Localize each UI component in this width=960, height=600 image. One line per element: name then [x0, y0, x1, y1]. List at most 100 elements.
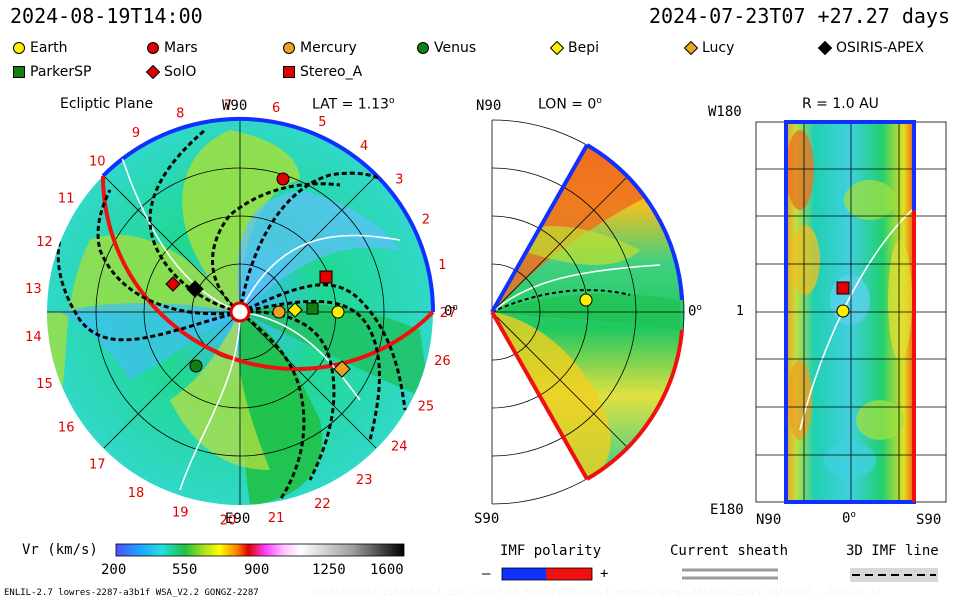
- carrington-number: 11: [58, 192, 75, 207]
- imf-plus: +: [600, 566, 609, 582]
- legend-label: Venus: [434, 40, 477, 56]
- carrington-number: 20: [220, 514, 237, 529]
- carrington-number: 9: [132, 126, 140, 141]
- osiris-apex-marker: [186, 280, 204, 298]
- meridional-title: LON = 0o: [538, 96, 602, 113]
- legend-item-solo: SolO: [146, 64, 196, 80]
- ecliptic-top-label: W90: [222, 98, 248, 114]
- carrington-number: 6: [272, 101, 280, 116]
- imf-polarity-title: IMF polarity: [500, 543, 602, 559]
- meridional-right-degree: o: [696, 303, 702, 313]
- legend-item-venus: Venus: [416, 40, 476, 56]
- meridional-bottom-label: S90: [474, 511, 500, 527]
- carrington-number: 25: [418, 399, 435, 414]
- carrington-number: 8: [176, 107, 184, 122]
- diamond-icon: [550, 41, 564, 55]
- ecliptic-right-value: 0: [444, 303, 453, 320]
- imf-negative-bar: [502, 568, 546, 580]
- carrington-number: 1: [438, 258, 446, 273]
- latlon-bottom-zero: 0o: [842, 510, 856, 527]
- parkersp-marker: [306, 302, 319, 315]
- latlon-middle-left: 1: [736, 304, 744, 319]
- ecliptic-plane-plot: [47, 116, 435, 505]
- legend-item-osiris-apex: OSIRIS-APEX: [818, 40, 924, 56]
- legend-label: SolO: [164, 64, 197, 80]
- simulation-time: 2024-08-19T14:00: [10, 4, 203, 28]
- diamond-icon: [684, 41, 698, 55]
- legend-label: OSIRIS-APEX: [836, 40, 924, 56]
- colorbar-tick-200: 200: [101, 562, 127, 578]
- legend-item-stereo-a: Stereo_A: [282, 64, 362, 80]
- circle-icon: [13, 42, 25, 54]
- carrington-number: 23: [356, 473, 373, 488]
- carrington-number: 2: [422, 213, 430, 228]
- imf-minus: –: [482, 566, 491, 582]
- lat-value: LAT = 1.13: [312, 96, 389, 113]
- diamond-icon: [146, 65, 160, 79]
- legend-item-mercury: Mercury: [282, 40, 357, 56]
- latlon-bottom-zero-degree: o: [850, 510, 856, 520]
- carrington-number: 12: [36, 235, 53, 250]
- current-sheath-title: Current sheath: [670, 543, 789, 559]
- colorbar-tick-550: 550: [172, 562, 198, 578]
- latlon-bottom-n90: N90: [756, 512, 782, 528]
- legend-label: ParkerSP: [30, 64, 92, 80]
- legend-item-mars: Mars: [146, 40, 198, 56]
- meridional-title-text: LON = 0: [538, 96, 597, 113]
- legend-item-bepi: Bepi: [550, 40, 599, 56]
- meridional-top-label: N90: [476, 98, 502, 114]
- carrington-number: 19: [172, 505, 189, 520]
- imf-positive-bar: [546, 568, 592, 580]
- colorbar-tick-1250: 1250: [312, 562, 346, 578]
- latlon-plot: [755, 120, 947, 504]
- latlon-bottom-zero-value: 0: [842, 510, 851, 527]
- legend-label: Mars: [164, 40, 198, 56]
- circle-icon: [417, 42, 429, 54]
- carrington-number: 24: [391, 440, 408, 455]
- legend-label: Stereo_A: [300, 64, 363, 80]
- legend-item-parkersp: ParkerSP: [12, 64, 91, 80]
- imf-3d-title: 3D IMF line: [846, 543, 939, 559]
- stereo-a-marker: [319, 270, 333, 284]
- legend-label: Earth: [30, 40, 68, 56]
- latlon-bottom-s90: S90: [916, 512, 942, 528]
- ecliptic-right-degree: o: [452, 303, 458, 313]
- carrington-number: 26: [434, 354, 451, 369]
- footer-run-info: E08414145X02/256x30x90-1-2287-a3b1f-18-f…: [312, 588, 881, 598]
- carrington-number: 5: [318, 115, 326, 130]
- carrington-number: 13: [25, 282, 42, 297]
- carrington-number: 18: [128, 486, 145, 501]
- legend-label: Lucy: [702, 40, 735, 56]
- carrington-number: 27: [440, 306, 457, 321]
- meridional-title-degree: o: [596, 96, 602, 106]
- earth-marker-meridional: [579, 293, 593, 307]
- legend-label: Mercury: [300, 40, 357, 56]
- carrington-number: 4: [360, 139, 368, 154]
- circle-icon: [283, 42, 295, 54]
- earth-marker-latlon: [836, 304, 850, 318]
- mars-marker: [276, 172, 290, 186]
- square-icon: [13, 66, 25, 78]
- legend-item-lucy: Lucy: [684, 40, 734, 56]
- colorbar-tick-1600: 1600: [370, 562, 404, 578]
- venus-marker: [189, 359, 203, 373]
- carrington-number: 15: [36, 377, 53, 392]
- meridional-plot: [490, 119, 685, 505]
- carrington-number: 17: [89, 457, 106, 472]
- latlon-title: R = 1.0 AU: [802, 96, 879, 112]
- latlon-bottom-left: E180: [710, 502, 744, 518]
- carrington-number: 16: [58, 420, 75, 435]
- ecliptic-bottom-label: E90: [225, 511, 251, 527]
- carrington-number: 7: [224, 98, 232, 113]
- ecliptic-right-label: 0o: [444, 303, 458, 320]
- run-time: 2024-07-23T07 +27.27 days: [648, 4, 950, 28]
- carrington-number: 10: [89, 155, 106, 170]
- footer-model-info: ENLIL-2.7 lowres-2287-a3b1f WSA_V2.2 GON…: [4, 588, 259, 598]
- velocity-colorbar: [115, 543, 405, 557]
- carrington-number: 3: [395, 172, 403, 187]
- bepi-marker: [287, 302, 303, 318]
- stereo-a-marker-latlon: [836, 281, 850, 295]
- ecliptic-title: Ecliptic Plane: [60, 96, 154, 112]
